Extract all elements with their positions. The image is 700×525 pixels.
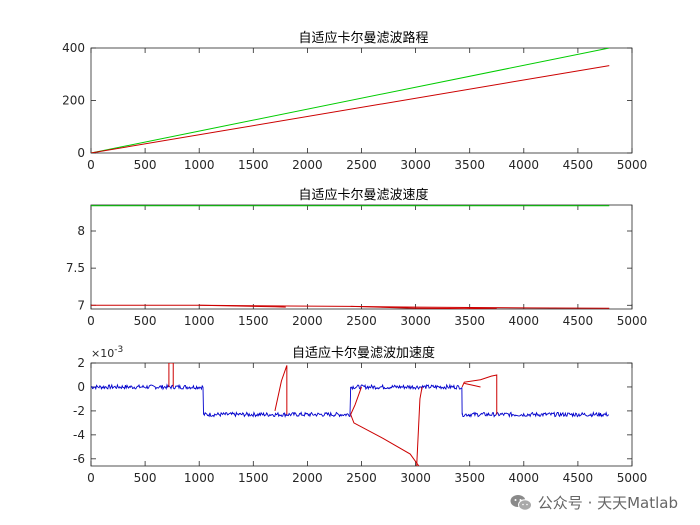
series-line [168,363,174,387]
series-line [274,365,288,415]
chart-title: 自适应卡尔曼滤波加速度 [292,345,435,361]
y-tick-label: 8 [77,224,85,238]
x-tick-label: 1500 [238,314,269,328]
x-tick-label: 2000 [292,314,323,328]
distance-plot-panel: 0 500 1000 1500 2000 2500 3000 3500 4000 4500 5000… [62,30,647,172]
y-tick-label: -6 [73,452,85,466]
velocity-plot-panel: 0 500 1000 1500 2000 2500 3000 3500 4000 4500 5000… [66,187,647,328]
y-tick-label: -4 [73,428,85,442]
series-line [416,386,423,466]
y-tick-label: -2 [73,404,85,418]
x-tick-label: 5000 [617,314,648,328]
x-tick-label: 2000 [292,158,323,172]
plot-area [90,47,633,154]
chart-title: 自适应卡尔曼滤波路程 [298,30,428,46]
y-tick-label: 7.5 [66,261,85,275]
x-tick-label: 0 [87,471,95,485]
wechat-icon [510,494,532,511]
x-tick-label: 5000 [617,158,648,172]
x-tick-label: 5000 [617,471,648,485]
watermark: 公众号 · 天天Matlab [510,492,678,513]
series-line [199,304,286,308]
chart-title: 自适应卡尔曼滤波速度 [298,187,428,203]
x-tick-label: 500 [134,314,157,328]
x-tick-label: 4500 [563,158,594,172]
series-line [350,305,497,309]
x-tick-label: 4000 [509,314,540,328]
x-tick-label: 1000 [184,471,215,485]
series-line [91,65,610,153]
y-tick-label: 7 [77,298,85,312]
y-tick-label: 200 [62,94,85,108]
series-line [464,382,481,388]
x-tick-label: 4500 [563,314,594,328]
x-tick-label: 2500 [346,158,377,172]
plot-area [90,362,633,467]
y-tick-label: 0 [77,146,85,160]
plot-area [90,204,633,310]
series-line [461,374,498,415]
y-exponent-label: ×10-3 [91,345,123,360]
x-tick-label: 3500 [454,158,485,172]
x-tick-label: 2500 [346,314,377,328]
x-tick-label: 1000 [184,314,215,328]
x-tick-label: 1000 [184,158,215,172]
x-tick-label: 0 [87,314,95,328]
x-tick-label: 0 [87,158,95,172]
x-tick-label: 1500 [238,471,269,485]
x-tick-label: 1500 [238,158,269,172]
x-tick-label: 3000 [400,314,431,328]
x-tick-label: 3500 [454,471,485,485]
x-tick-label: 4000 [509,471,540,485]
y-tick-label: 2 [77,356,85,370]
y-tick-label: 0 [77,380,85,394]
x-tick-label: 500 [134,158,157,172]
series-line [350,386,362,415]
series-line [91,383,609,419]
y-tick-label: 400 [62,41,85,55]
x-tick-label: 2000 [292,471,323,485]
x-tick-label: 3000 [400,471,431,485]
acceleration-plot-panel: 0 500 1000 1500 2000 2500 3000 3500 4000 4500 5000… [73,345,647,485]
watermark-text: 公众号 · 天天Matlab [537,494,678,512]
x-tick-label: 500 [134,471,157,485]
x-tick-label: 3500 [454,314,485,328]
x-tick-label: 4500 [563,471,594,485]
x-tick-label: 4000 [509,158,540,172]
series-line [350,414,420,466]
series-line [91,48,610,153]
x-tick-label: 2500 [346,471,377,485]
x-tick-label: 3000 [400,158,431,172]
